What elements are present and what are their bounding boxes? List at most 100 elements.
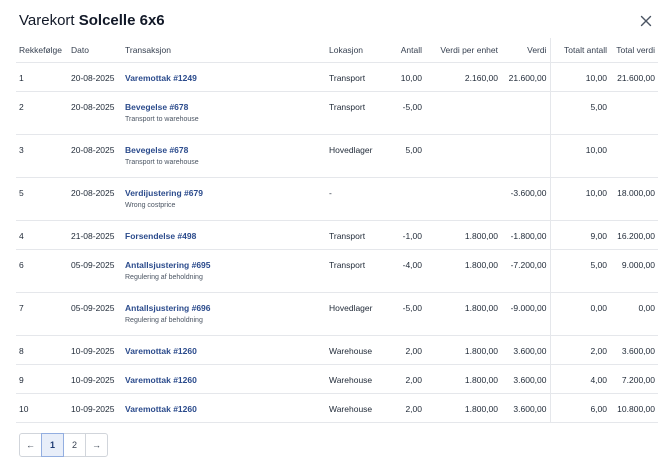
cell-total-value: 18.000,00 (617, 187, 655, 198)
cell-seq: 7 (19, 302, 24, 313)
cell-date: 10-09-2025 (71, 403, 115, 414)
table-row: 2 20-08-2025 Bevegelse #678 Transport to wa… (16, 91, 658, 135)
cell-total-qty: 6,00 (590, 403, 607, 414)
col-header-date: Dato (68, 38, 122, 63)
cell-value: 21.600,00 (508, 72, 547, 83)
page-button-2[interactable]: 2 (63, 433, 86, 457)
cell-date: 21-08-2025 (71, 230, 115, 241)
cell-date: 20-08-2025 (71, 72, 115, 83)
cell-unit-value: 1.800,00 (464, 259, 498, 270)
prev-page-button[interactable]: ← (19, 433, 42, 457)
col-header-total-qty: Totalt antall (550, 38, 610, 63)
cell-seq: 2 (19, 101, 24, 112)
cell-value: -7.200,00 (510, 259, 547, 270)
cell-seq: 5 (19, 187, 24, 198)
cell-value (504, 92, 547, 102)
cell-qty: -1,00 (402, 230, 422, 241)
close-button[interactable] (638, 13, 654, 29)
transaction-link[interactable]: Varemottak #1260 (125, 374, 197, 385)
cell-qty: 5,00 (405, 144, 422, 155)
transaction-link[interactable]: Varemottak #1260 (125, 403, 197, 414)
cell-seq: 4 (19, 230, 24, 241)
cell-value: 3.600,00 (513, 345, 547, 356)
cell-value: -3.600,00 (510, 187, 547, 198)
cell-qty: 2,00 (405, 345, 422, 356)
cell-total-qty: 5,00 (590, 259, 607, 270)
cell-qty: 2,00 (405, 374, 422, 385)
cell-total-value: 16.200,00 (617, 230, 655, 241)
table-row: 10 10-09-2025 Varemottak #1260 Warehouse 2,0… (16, 393, 658, 423)
cell-total-value (613, 135, 655, 145)
next-page-button[interactable]: → (85, 433, 108, 457)
transaction-link[interactable]: Antallsjustering #695 (125, 259, 211, 270)
cell-total-qty: 9,00 (590, 230, 607, 241)
cell-location: Warehouse (329, 374, 373, 385)
cell-location: Hovedlager (329, 302, 373, 313)
table-row: 9 10-09-2025 Varemottak #1260 Warehouse 2,00… (16, 364, 658, 394)
cell-unit-value (428, 135, 498, 145)
cell-total-value: 7.200,00 (621, 374, 655, 385)
transaction-note: Transport to warehouse (125, 158, 199, 166)
cell-location: Transport (329, 72, 366, 83)
transaction-link[interactable]: Varemottak #1249 (125, 72, 197, 83)
cell-qty: 10,00 (400, 72, 422, 83)
transaction-link[interactable]: Bevegelse #678 (125, 144, 189, 155)
cell-qty: -5,00 (402, 302, 422, 313)
cell-unit-value (428, 178, 498, 188)
cell-unit-value: 1.800,00 (464, 403, 498, 414)
cell-total-value: 21.600,00 (617, 72, 655, 83)
cell-value (504, 135, 547, 145)
cell-location: Hovedlager (329, 144, 373, 155)
cell-seq: 10 (19, 403, 29, 414)
col-header-qty: Antall (382, 38, 425, 63)
cell-total-qty: 10,00 (585, 144, 607, 155)
transaction-link[interactable]: Bevegelse #678 (125, 101, 189, 112)
transaction-link[interactable]: Varemottak #1260 (125, 345, 197, 356)
cell-date: 20-08-2025 (71, 144, 115, 155)
cell-location: Transport (329, 230, 366, 241)
cell-qty: -4,00 (402, 259, 422, 270)
transaction-note: Regulering af beholdning (125, 273, 203, 281)
cell-total-qty: 0,00 (590, 302, 607, 313)
cell-seq: 9 (19, 374, 24, 385)
col-header-seq: Rekkefølge (16, 38, 68, 63)
cell-unit-value: 1.800,00 (464, 302, 498, 313)
cell-date: 10-09-2025 (71, 374, 115, 385)
cell-total-value: 0,00 (638, 302, 655, 313)
cell-location: Warehouse (329, 403, 373, 414)
cell-unit-value: 1.800,00 (464, 345, 498, 356)
title-item-name: Solcelle 6x6 (78, 12, 165, 29)
cell-date: 10-09-2025 (71, 345, 115, 356)
cell-location: - (329, 187, 332, 198)
cell-total-qty: 10,00 (585, 187, 607, 198)
table-row: 1 20-08-2025 Varemottak #1249 Transport 10,0… (16, 62, 658, 92)
close-icon (640, 15, 652, 27)
pagination: ← 1 2 → (19, 433, 108, 457)
cell-total-qty: 10,00 (585, 72, 607, 83)
cell-total-qty: 5,00 (590, 101, 607, 112)
cell-unit-value: 1.800,00 (464, 374, 498, 385)
table-header-row: Rekkefølge Dato Transaksjon Lokasjon Ant… (16, 38, 658, 63)
cell-value: -1.800,00 (510, 230, 547, 241)
col-header-unit-value: Verdi per enhet (425, 38, 501, 63)
transaction-table: Rekkefølge Dato Transaksjon Lokasjon Ant… (16, 38, 658, 423)
title-prefix: Varekort (19, 12, 75, 29)
table-row: 4 21-08-2025 Forsendelse #498 Transport -1,0… (16, 220, 658, 250)
table-row: 5 20-08-2025 Verdijustering #679 Wrong cost… (16, 177, 658, 221)
cell-qty: -5,00 (402, 101, 422, 112)
cell-total-value: 9.000,00 (621, 259, 655, 270)
cell-location: Transport (329, 259, 366, 270)
page-button-1[interactable]: 1 (41, 433, 64, 457)
table-row: 7 05-09-2025 Antallsjustering #696 Reguleri… (16, 292, 658, 336)
cell-total-qty: 4,00 (590, 374, 607, 385)
cell-qty (385, 178, 422, 188)
cell-date: 05-09-2025 (71, 302, 115, 313)
transaction-link[interactable]: Antallsjustering #696 (125, 302, 211, 313)
cell-total-qty: 2,00 (590, 345, 607, 356)
col-header-location: Lokasjon (326, 38, 382, 63)
transaction-link[interactable]: Verdijustering #679 (125, 187, 203, 198)
cell-seq: 6 (19, 259, 24, 270)
cell-location: Warehouse (329, 345, 373, 356)
cell-value: 3.600,00 (513, 374, 547, 385)
transaction-link[interactable]: Forsendelse #498 (125, 230, 197, 241)
